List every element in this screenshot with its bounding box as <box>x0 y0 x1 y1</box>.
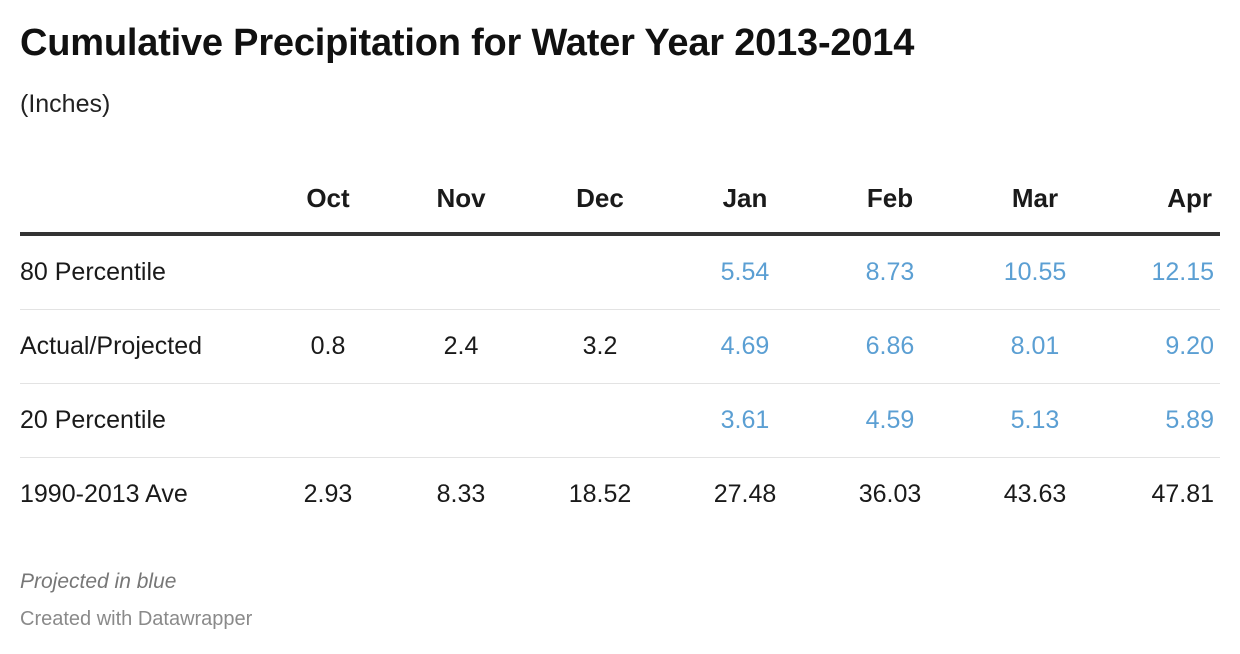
table-row: Actual/Projected 0.8 2.4 3.2 4.69 6.86 8.01 9.2… <box>20 309 1220 384</box>
cell-oct <box>260 383 396 458</box>
table-body: 80 Percentile 5.54 8.73 10.55 12.15 Actual/Pr… <box>20 234 1220 531</box>
cell-nov: 2.4 <box>396 309 526 384</box>
cell-oct: 0.8 <box>260 309 396 384</box>
cell-feb: 4.59 <box>816 383 964 458</box>
cell-feb: 8.73 <box>816 234 964 310</box>
cell-oct <box>260 234 396 310</box>
column-header-oct: Oct <box>260 164 396 236</box>
cell-mar: 10.55 <box>964 234 1106 310</box>
header-corner <box>20 164 260 236</box>
table-row: 1990-2013 Ave 2.93 8.33 18.52 27.48 36.03 43.6… <box>20 458 1220 532</box>
chart-subtitle: (Inches) <box>20 90 111 118</box>
cell-nov: 8.33 <box>436 480 486 508</box>
cell-nov <box>396 234 526 310</box>
table-row: 80 Percentile 5.54 8.73 10.55 12.15 <box>20 234 1220 310</box>
chart-title: Cumulative Precipitation for Water Year … <box>20 22 915 64</box>
cell-mar: 8.01 <box>964 309 1106 384</box>
cell-jan: 27.48 <box>713 480 777 508</box>
table-header: Oct Nov Dec Jan Feb Mar Apr <box>20 164 1220 236</box>
cell-apr: 47.81 <box>1151 480 1214 508</box>
cell-feb: 36.03 <box>858 480 922 508</box>
cell-apr: 12.15 <box>1106 234 1220 310</box>
cell-dec: 3.2 <box>526 309 674 384</box>
column-header-apr: Apr <box>1106 164 1220 236</box>
column-header-nov: Nov <box>396 164 526 236</box>
precipitation-table: Oct Nov Dec Jan Feb Mar Apr 80 Percentil… <box>20 164 1220 531</box>
credit-line: Created with Datawrapper <box>20 608 253 630</box>
cell-apr: 9.20 <box>1106 309 1220 384</box>
cell-mar: 5.13 <box>964 383 1106 458</box>
row-label: 1990-2013 Ave <box>20 480 188 508</box>
column-header-feb: Feb <box>816 164 964 236</box>
cell-nov <box>396 383 526 458</box>
footnote-projected: Projected in blue <box>20 570 177 593</box>
cell-jan: 5.54 <box>674 234 816 310</box>
row-label: Actual/Projected <box>20 309 260 384</box>
row-label: 20 Percentile <box>20 383 260 458</box>
cell-dec: 18.52 <box>568 480 632 508</box>
table-row: 20 Percentile 3.61 4.59 5.13 5.89 <box>20 383 1220 458</box>
header-row: Oct Nov Dec Jan Feb Mar Apr <box>20 164 1220 236</box>
column-header-dec: Dec <box>526 164 674 236</box>
cell-jan: 4.69 <box>674 309 816 384</box>
column-header-jan: Jan <box>674 164 816 236</box>
cell-mar: 43.63 <box>1003 480 1067 508</box>
column-header-mar: Mar <box>964 164 1106 236</box>
cell-feb: 6.86 <box>816 309 964 384</box>
cell-oct: 2.93 <box>303 480 353 508</box>
row-label: 80 Percentile <box>20 234 260 310</box>
cell-apr: 5.89 <box>1106 383 1220 458</box>
cell-dec <box>526 234 674 310</box>
cell-dec <box>526 383 674 458</box>
cell-jan: 3.61 <box>674 383 816 458</box>
